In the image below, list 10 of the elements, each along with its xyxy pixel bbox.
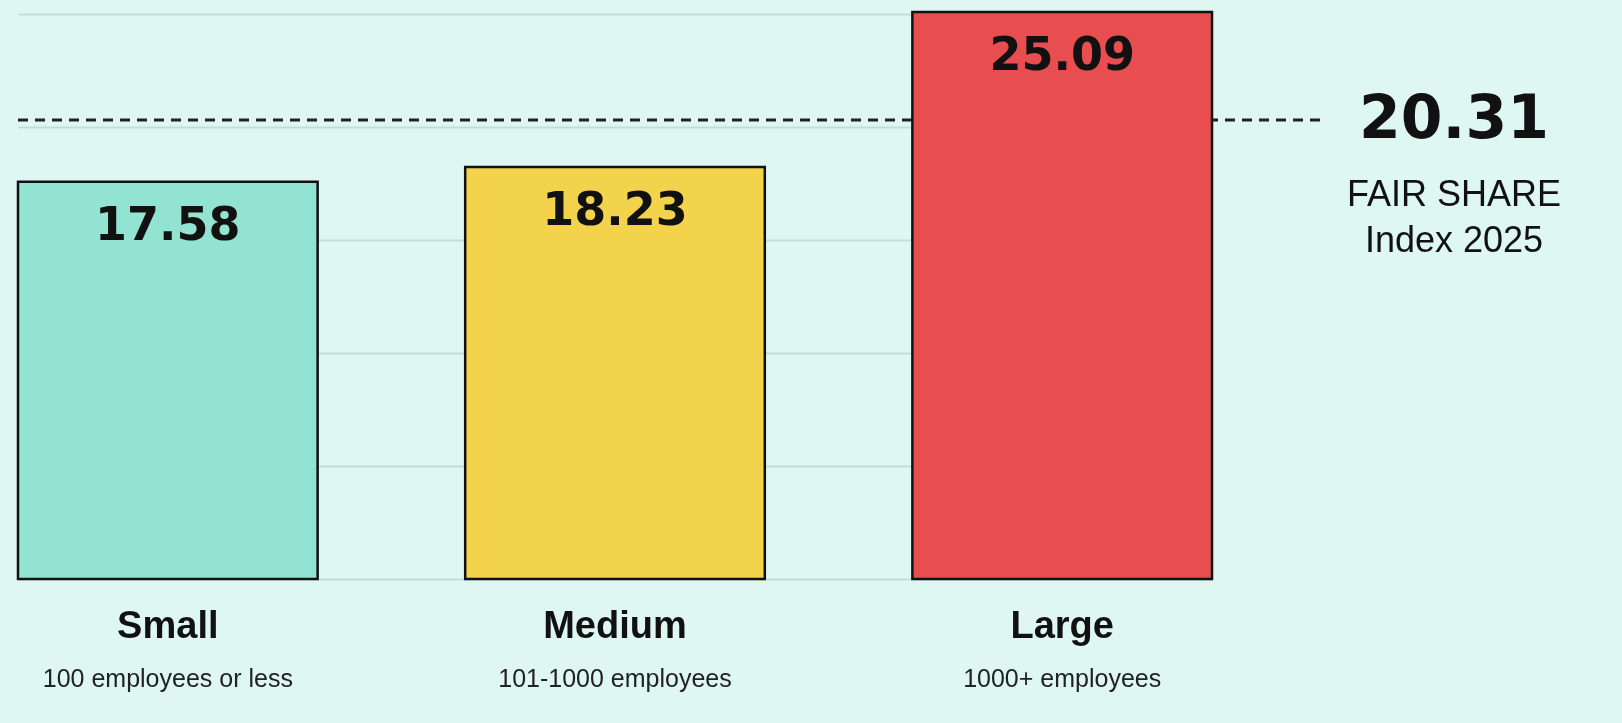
data-label: 25.09 xyxy=(989,27,1135,81)
data-label: 17.58 xyxy=(95,196,241,251)
text: 101-1000 employees xyxy=(498,664,732,692)
x-tick-label: Small xyxy=(117,603,219,646)
data-label: 18.23 xyxy=(542,182,688,237)
text: 1000+ employees xyxy=(963,664,1162,692)
x-tick-label: Medium xyxy=(543,603,687,646)
text: 100 employees or less xyxy=(42,664,293,692)
x-tick-label: Large xyxy=(1010,603,1114,646)
ref-line-label: 20.31 FAIR SHARE Index 2025 xyxy=(1346,82,1562,261)
